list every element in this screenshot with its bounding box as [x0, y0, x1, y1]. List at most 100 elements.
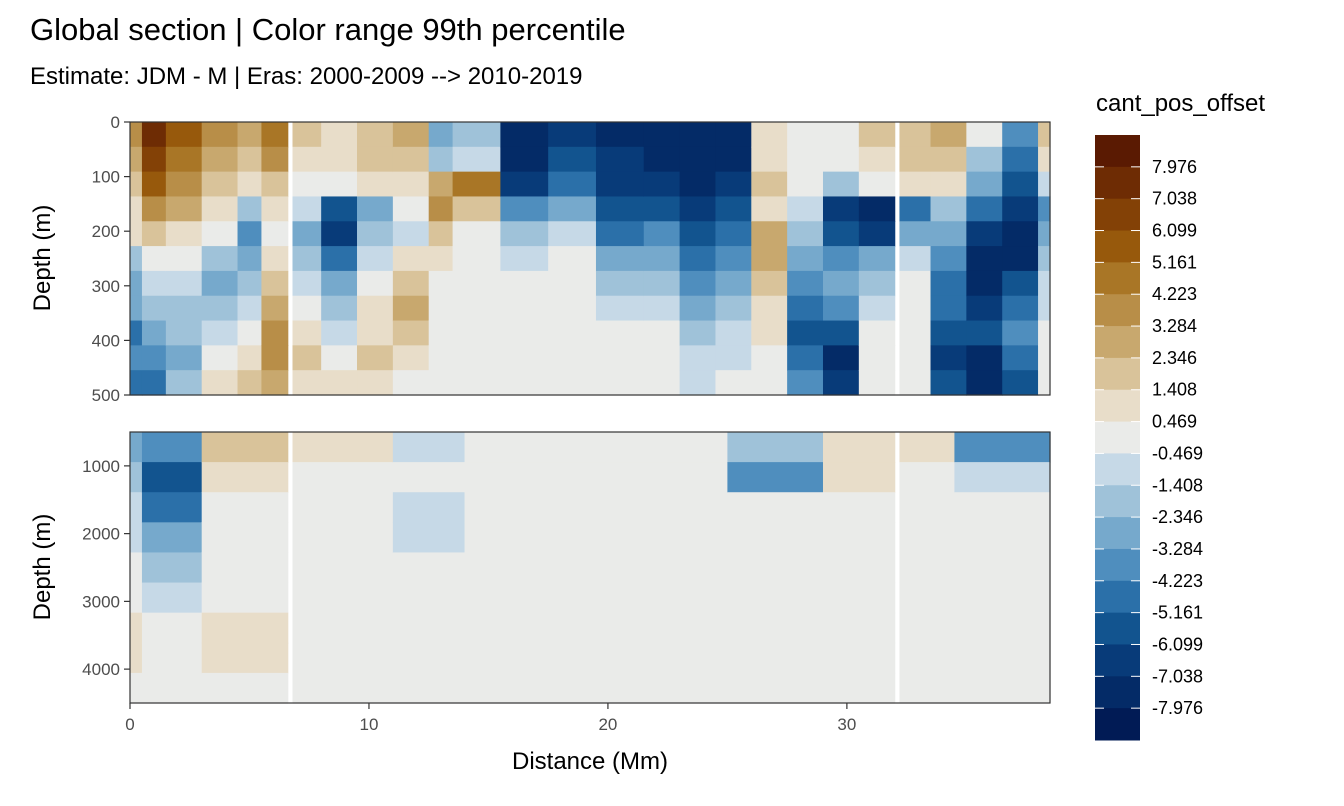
heat-cell [954, 522, 1051, 554]
heat-cell [201, 196, 239, 222]
heat-cell [1002, 370, 1039, 396]
heat-cell [452, 171, 501, 198]
heat-cell [1002, 345, 1039, 371]
legend-swatch [1095, 644, 1140, 677]
heat-cell [261, 246, 289, 272]
heat-cell [679, 370, 717, 396]
heat-cell [261, 146, 289, 173]
heat-cell [858, 270, 896, 297]
legend-label: 7.038 [1152, 189, 1197, 209]
heat-cell [858, 146, 896, 173]
heat-cell [500, 345, 549, 371]
heat-cell [464, 582, 729, 614]
heat-cell [141, 522, 203, 554]
y-tick-label: 100 [92, 168, 120, 187]
legend-label: -4.223 [1152, 571, 1203, 591]
heat-cell [292, 582, 394, 614]
heat-cell [954, 462, 1051, 493]
heat-cell [165, 345, 203, 371]
heat-cell [392, 246, 430, 272]
heat-cell [822, 432, 896, 463]
heat-cell [428, 270, 454, 297]
heat-cell [643, 270, 681, 297]
heat-cell [464, 612, 729, 644]
heat-cell [548, 345, 597, 371]
heat-cell [751, 320, 788, 346]
heat-cell [954, 672, 1051, 704]
chart-subtitle: Estimate: JDM - M | Eras: 2000-2009 --> … [30, 63, 582, 90]
heat-cell [165, 146, 203, 173]
legend-label: -7.976 [1152, 698, 1203, 718]
heat-cell [428, 196, 454, 222]
heat-cell [643, 146, 681, 173]
heat-cell [201, 370, 239, 396]
heat-cell [787, 122, 824, 148]
heat-cell [165, 221, 203, 247]
heat-cell [787, 295, 824, 322]
heat-cell [201, 462, 289, 493]
heat-cell [141, 221, 167, 247]
heat-cell [548, 221, 597, 247]
heat-cell [715, 246, 752, 272]
heat-cell [751, 122, 788, 148]
heat-cell [966, 370, 1003, 396]
heat-cell [822, 462, 896, 493]
heat-cell [392, 146, 430, 173]
heat-cell [141, 146, 167, 173]
x-tick-label: 0 [125, 715, 134, 734]
heat-cell [899, 672, 956, 704]
heat-cell [548, 196, 597, 222]
heat-cell [201, 345, 239, 371]
heat-cell [292, 612, 394, 644]
heat-cell [930, 345, 967, 371]
heat-cell [930, 196, 967, 222]
heat-cell [595, 221, 645, 247]
heat-cell [930, 171, 967, 198]
heat-cell [392, 370, 430, 396]
heat-cell [1038, 320, 1051, 346]
legend-label: -1.408 [1152, 475, 1203, 495]
heat-cell [201, 246, 239, 272]
legend-label: 5.161 [1152, 252, 1197, 272]
heat-cell [428, 122, 454, 148]
heat-cell [292, 221, 322, 247]
y-tick-label: 1000 [82, 457, 120, 476]
legend-swatch [1095, 389, 1140, 423]
heat-cell [292, 345, 322, 371]
heat-cell [822, 552, 896, 584]
heat-cell [1002, 171, 1039, 198]
heat-cell [392, 492, 466, 523]
heat-cell [452, 295, 501, 322]
heat-cell [548, 122, 597, 148]
heat-cell [201, 672, 289, 704]
heat-cell [954, 432, 1051, 463]
heat-cell [715, 146, 752, 173]
heat-cell [822, 295, 860, 322]
heat-cell [822, 370, 860, 396]
heat-cell [966, 122, 1003, 148]
heat-cell [321, 320, 358, 346]
heat-cell [130, 171, 143, 198]
heat-cell [464, 432, 729, 463]
heat-cell [141, 320, 167, 346]
heat-cell [1038, 196, 1051, 222]
heat-cell [858, 122, 896, 148]
heat-cell [679, 146, 717, 173]
heat-cell [292, 270, 322, 297]
heat-cell [452, 221, 501, 247]
heat-cell [141, 612, 203, 644]
heat-cell [858, 171, 896, 198]
x-tick-label: 10 [360, 715, 379, 734]
heat-cell [679, 270, 717, 297]
heat-cell [595, 171, 645, 198]
heat-cell [261, 196, 289, 222]
heat-cell [165, 370, 203, 396]
legend-label: -2.346 [1152, 507, 1203, 527]
heat-cell [954, 612, 1051, 644]
heat-cell [727, 582, 824, 614]
heat-cell [141, 171, 167, 198]
heat-cell [237, 122, 263, 148]
heat-cell [392, 552, 466, 584]
heat-cell [1002, 122, 1039, 148]
heat-cell [428, 221, 454, 247]
